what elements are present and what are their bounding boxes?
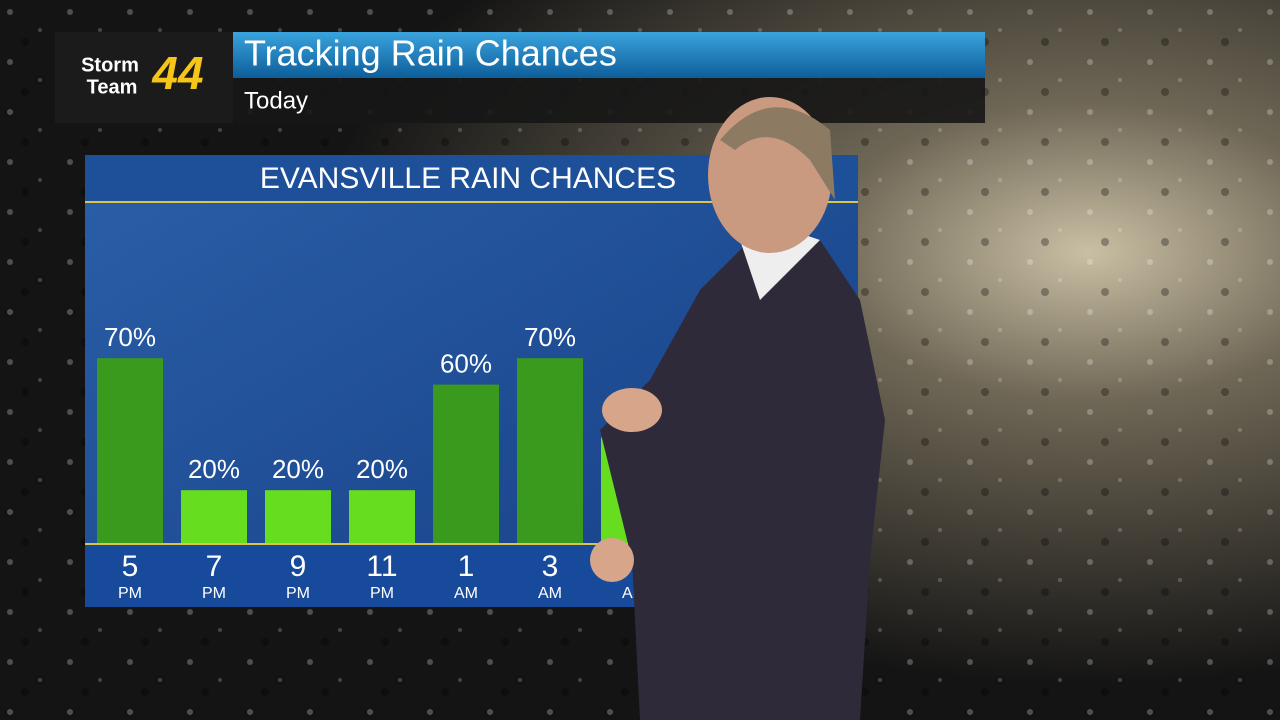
value-label: 70% [104, 322, 156, 352]
x-tick-period: AM [454, 585, 478, 602]
value-label: 20% [272, 454, 324, 484]
x-tick-label: 7 [206, 550, 223, 583]
x-tick-label: 5 [122, 550, 139, 583]
bar [517, 358, 583, 543]
x-tick-period: PM [286, 585, 310, 602]
x-tick-period: PM [118, 585, 142, 602]
x-tick-period: AM [538, 585, 562, 602]
subtitle: Today [244, 87, 308, 114]
logo-number: 44 [151, 47, 203, 99]
value-label: 20% [188, 454, 240, 484]
x-tick-period: PM [370, 585, 394, 602]
subtitle-bar [233, 78, 985, 123]
logo-box [55, 32, 233, 123]
logo-word: Team [87, 76, 138, 98]
bar [349, 490, 415, 543]
chart-title: EVANSVILLE RAIN CHANCES [260, 162, 676, 195]
x-tick-label: 11 [366, 550, 397, 583]
x-tick-period: PM [202, 585, 226, 602]
value-label: 70% [524, 322, 576, 352]
x-tick-label: 9 [290, 550, 307, 583]
x-tick-label: 3 [542, 550, 559, 583]
title-bar [233, 32, 985, 78]
presenter [590, 97, 885, 720]
value-label: 20% [356, 454, 408, 484]
value-label: 60% [440, 348, 492, 378]
bar [265, 490, 331, 543]
title: Tracking Rain Chances [244, 33, 617, 74]
logo-word: Storm [81, 54, 139, 76]
bar [97, 358, 163, 543]
bar [433, 384, 499, 543]
x-tick-label: 1 [458, 550, 475, 583]
bar [181, 490, 247, 543]
